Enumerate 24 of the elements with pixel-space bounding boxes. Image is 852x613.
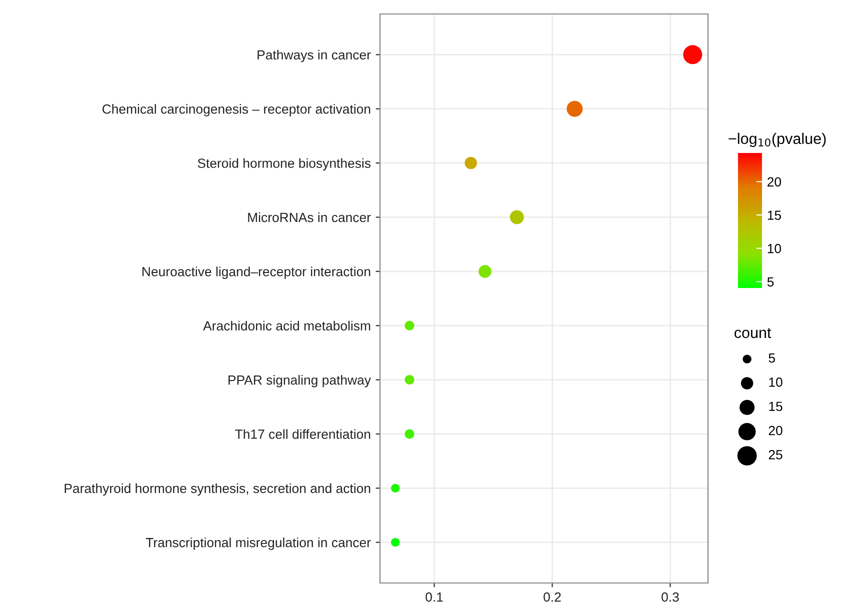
- x-tick-label: 0.2: [544, 592, 561, 602]
- color-bar-label: 5: [767, 277, 774, 287]
- y-tick-label: Transcriptional misregulation in cancer: [146, 538, 371, 550]
- legend-label: 15: [769, 402, 782, 412]
- legend-label: 5: [768, 353, 775, 363]
- y-tick-label: Th17 cell differentiation: [235, 429, 370, 439]
- legend-title: count: [734, 328, 772, 338]
- legend-label: 20: [768, 426, 782, 436]
- x-tick-label: 0.3: [662, 592, 679, 602]
- color-bar-label: 20: [768, 177, 782, 187]
- y-tick-label: Neuroactive ligand–receptor interaction: [142, 266, 370, 279]
- legend-label: 10: [769, 378, 782, 387]
- color-bar-label: 10: [768, 244, 782, 254]
- x-tick-label: 0.1: [426, 592, 443, 602]
- y-tick-label: Parathyroid hormone synthesis, secretion and action: [64, 483, 370, 496]
- color-bar-title: −log$_{10}$(pvalue): [728, 132, 826, 148]
- y-tick-label: MicroRNAs in cancer: [248, 212, 371, 222]
- y-tick-label: PPAR signaling pathway: [228, 375, 371, 388]
- y-tick-label: Pathways in cancer: [258, 50, 371, 62]
- y-tick-label: Arachidonic acid metabolism: [203, 320, 370, 331]
- y-tick-label: Chemical carcinogenesis – receptor activation: [102, 104, 370, 116]
- color-bar-label: 15: [768, 210, 781, 220]
- legend-label: 25: [768, 450, 782, 460]
- y-tick-label: Steroid hormone biosynthesis: [198, 158, 371, 171]
